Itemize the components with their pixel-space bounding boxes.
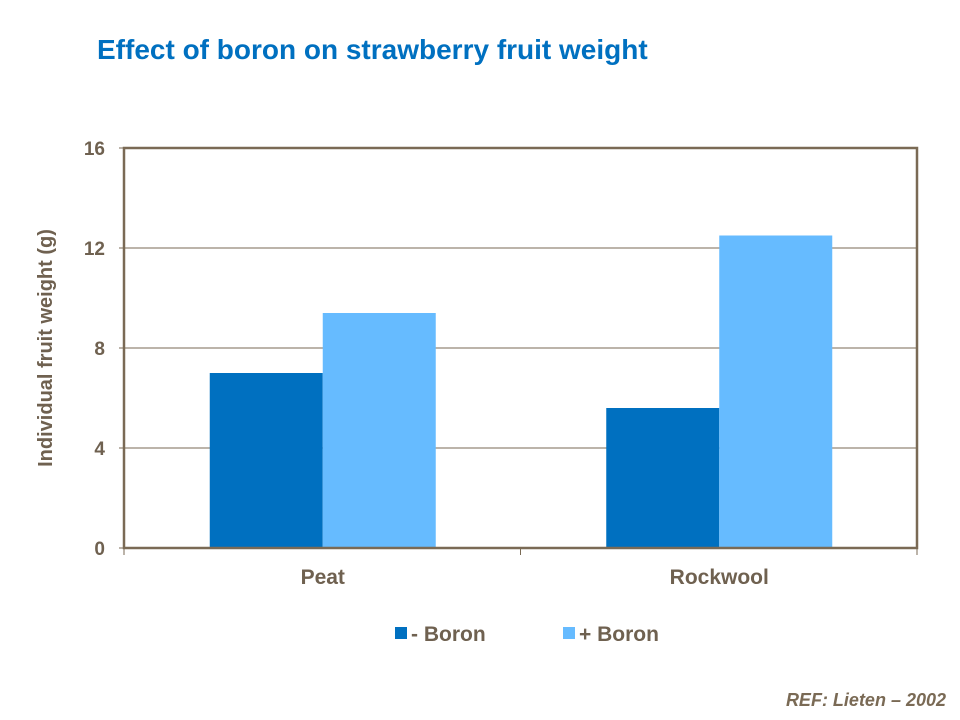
y-tick-label: 12 bbox=[84, 239, 105, 260]
x-category-label: Rockwool bbox=[670, 566, 769, 589]
bar-rockwool-plus-boron bbox=[719, 235, 833, 548]
y-tick-label: 0 bbox=[94, 539, 105, 560]
bar-peat-minus-boron bbox=[209, 373, 323, 548]
plot-area-border bbox=[122, 146, 919, 550]
y-tick-label: 4 bbox=[94, 439, 105, 460]
y-tick-label: 8 bbox=[94, 339, 105, 360]
chart-title: Effect of boron on strawberry fruit weig… bbox=[97, 34, 648, 65]
legend-swatch bbox=[563, 627, 575, 639]
y-axis-label: Individual fruit weight (g) bbox=[35, 229, 57, 467]
x-category-label: Peat bbox=[301, 566, 345, 589]
legend-swatch bbox=[395, 627, 407, 639]
y-tick-label: 16 bbox=[84, 139, 105, 160]
bar-rockwool-minus-boron bbox=[606, 408, 720, 548]
bar-peat-plus-boron bbox=[322, 313, 436, 548]
legend-label: - Boron bbox=[411, 623, 486, 646]
legend-label: + Boron bbox=[579, 623, 659, 646]
reference-note: REF: Lieten – 2002 bbox=[785, 690, 946, 710]
